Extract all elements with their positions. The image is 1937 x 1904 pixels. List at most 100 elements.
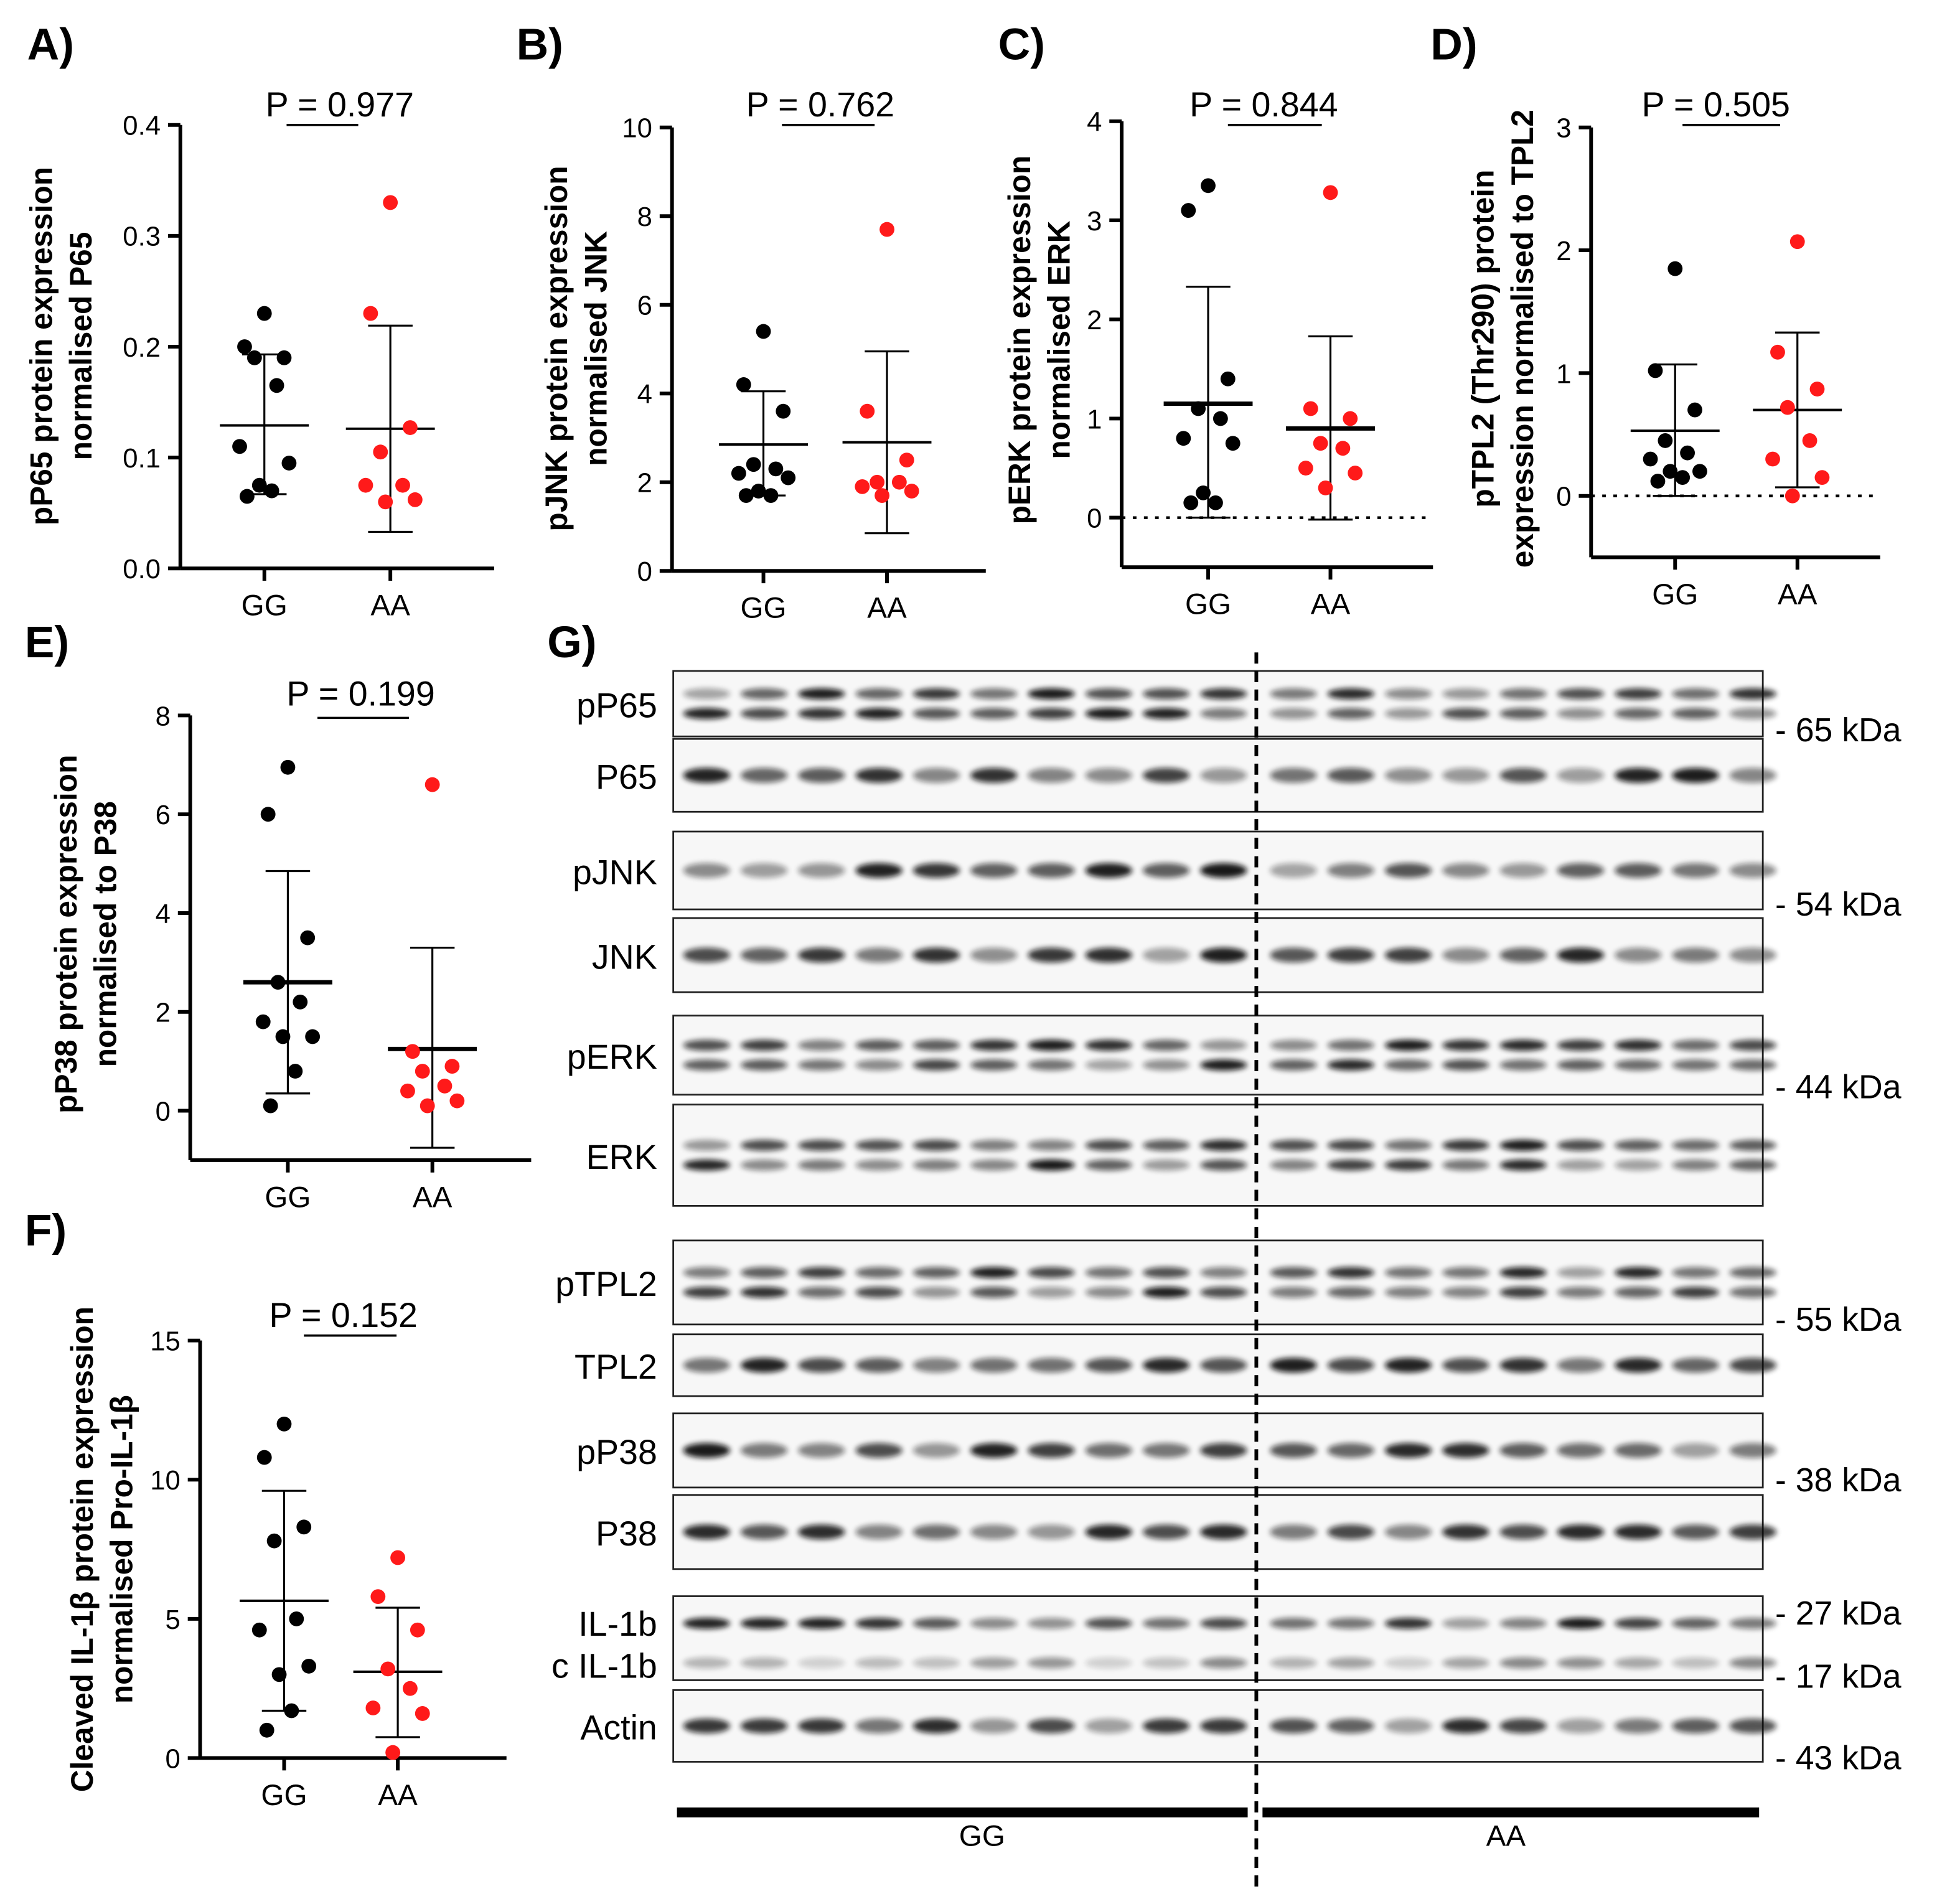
blot-band xyxy=(1442,1524,1489,1540)
blot-band xyxy=(1142,1618,1190,1630)
blot-band xyxy=(1729,1719,1776,1733)
data-point xyxy=(1348,466,1363,481)
blot-band xyxy=(683,1059,730,1071)
blot-band xyxy=(1384,1159,1432,1171)
blot-band xyxy=(912,1657,960,1669)
blot-band xyxy=(1085,1267,1132,1278)
blot-band xyxy=(1499,1443,1547,1458)
blot-band xyxy=(1270,1719,1317,1733)
data-point xyxy=(1181,203,1196,218)
blot-band xyxy=(1672,1524,1719,1540)
blot-band xyxy=(1142,1524,1190,1540)
blot-band xyxy=(1327,708,1374,720)
data-point xyxy=(275,1029,291,1044)
blot-band xyxy=(1200,947,1247,963)
blot-row-label: ERK xyxy=(586,1138,657,1176)
blot-band xyxy=(1499,688,1547,700)
data-point xyxy=(1323,185,1338,200)
blot-band xyxy=(740,1358,788,1373)
blot-band xyxy=(1499,1287,1547,1298)
data-point xyxy=(1208,495,1223,510)
data-point xyxy=(289,1611,304,1626)
blot-band xyxy=(1085,1287,1132,1298)
p-value-label: P = 0.977 xyxy=(266,85,414,124)
data-point xyxy=(232,439,247,454)
data-point xyxy=(449,1093,465,1109)
blot-band xyxy=(683,688,730,700)
panel-label: D) xyxy=(1430,20,1477,70)
blot-band xyxy=(1085,1159,1132,1171)
blot-band xyxy=(1614,1524,1662,1540)
blot-band xyxy=(912,1524,960,1540)
p-value-label: P = 0.199 xyxy=(286,675,434,713)
blot-band xyxy=(798,1159,845,1171)
blot-band xyxy=(855,1443,903,1458)
blot-band xyxy=(1200,863,1247,878)
blot-band xyxy=(1557,1443,1605,1458)
y-tick-label: 0.3 xyxy=(123,222,161,252)
blot-row-label: pJNK xyxy=(573,853,657,891)
blot-band xyxy=(1557,1657,1605,1669)
blot-band xyxy=(855,767,903,783)
blot-band xyxy=(1200,1287,1247,1298)
data-point xyxy=(781,470,796,485)
blot-band xyxy=(1028,708,1075,720)
y-axis-title-line: normalised to P38 xyxy=(88,801,123,1067)
data-point xyxy=(251,477,267,493)
data-point xyxy=(1650,474,1666,489)
series-gg xyxy=(240,1416,329,1738)
panel-label: E) xyxy=(25,617,69,667)
y-tick-label: 2 xyxy=(1087,305,1102,335)
blot-band xyxy=(1614,1267,1662,1278)
data-point xyxy=(420,1098,435,1114)
blot-band xyxy=(1142,1358,1190,1373)
blot-band xyxy=(1729,947,1776,963)
blot-row-jnk: JNK xyxy=(592,917,1776,993)
y-tick-label: 1 xyxy=(1556,359,1571,389)
blot-row-label: c IL-1b xyxy=(551,1647,657,1686)
blot-row-label: IL-1b xyxy=(578,1605,657,1643)
blot-band xyxy=(1557,1140,1605,1151)
blot-band xyxy=(855,1287,903,1298)
data-point xyxy=(301,1659,317,1674)
data-point xyxy=(1212,411,1228,426)
blot-row-p65: P65 xyxy=(596,738,1776,813)
blot-band xyxy=(912,1287,960,1298)
blot-band xyxy=(1557,863,1605,878)
data-point xyxy=(1667,261,1683,276)
blot-row-label: TPL2 xyxy=(575,1348,657,1386)
blot-row-label: pP38 xyxy=(576,1433,657,1471)
blot-row-p38: P38 xyxy=(596,1494,1776,1570)
blot-band xyxy=(970,1267,1018,1278)
y-tick-label: 4 xyxy=(1087,107,1102,138)
y-tick-label: 2 xyxy=(637,468,652,499)
blot-band xyxy=(1028,863,1075,878)
blot-band xyxy=(1327,688,1374,700)
blot-band xyxy=(1327,1618,1374,1630)
blot-band xyxy=(798,1287,845,1298)
data-point xyxy=(373,444,388,460)
data-point xyxy=(1789,234,1805,250)
blot-band xyxy=(1270,1618,1317,1630)
blot-band xyxy=(1672,1059,1719,1071)
blot-band xyxy=(1200,1039,1247,1051)
x-tick-label: GG xyxy=(1185,588,1231,621)
mw-marker-label: - 65 kDa xyxy=(1775,711,1902,749)
blot-band xyxy=(740,1657,788,1669)
data-point xyxy=(276,1416,292,1432)
blot-band xyxy=(1672,1039,1719,1051)
data-point xyxy=(410,1622,425,1638)
y-tick-label: 0.1 xyxy=(123,443,161,474)
blot-band xyxy=(1499,1618,1547,1630)
blot-band xyxy=(1499,767,1547,783)
blot-band xyxy=(1672,1159,1719,1171)
blot-band xyxy=(855,1618,903,1630)
data-point xyxy=(1680,445,1695,461)
data-point xyxy=(1785,488,1800,504)
blot-band xyxy=(1557,1287,1605,1298)
blot-band xyxy=(1614,767,1662,783)
blot-band xyxy=(1270,1159,1317,1171)
blot-band xyxy=(1672,1267,1719,1278)
blot-band xyxy=(1729,688,1776,700)
blot-band xyxy=(970,1524,1018,1540)
